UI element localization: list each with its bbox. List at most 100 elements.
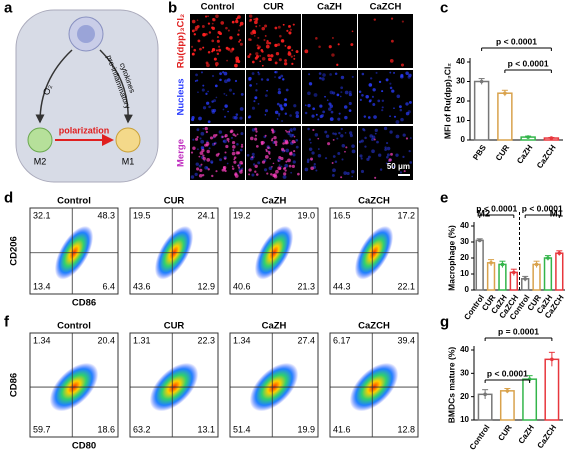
cell-signal bbox=[248, 14, 253, 18]
cell-signal bbox=[367, 155, 371, 159]
cell-signal bbox=[236, 16, 239, 19]
cell-signal bbox=[367, 116, 371, 119]
cell-signal bbox=[365, 94, 369, 99]
cell-signal bbox=[211, 100, 214, 103]
cell-signal bbox=[287, 158, 291, 163]
cell-signal bbox=[191, 52, 195, 56]
cell-signal bbox=[283, 166, 287, 170]
x-tick-label: Control bbox=[468, 423, 492, 451]
cell-signal bbox=[231, 151, 236, 156]
quadrant-value: 32.1 bbox=[33, 210, 51, 220]
cell-signal bbox=[390, 39, 394, 43]
cell-signal bbox=[281, 120, 284, 123]
cell-signal bbox=[338, 131, 341, 135]
cell-signal bbox=[344, 131, 347, 134]
cell-signal bbox=[374, 132, 377, 135]
cell-signal bbox=[378, 80, 382, 84]
cell-signal bbox=[308, 73, 311, 76]
cell-signal bbox=[292, 23, 295, 26]
cell-signal bbox=[348, 109, 352, 112]
cell-signal bbox=[290, 151, 293, 154]
cell-signal bbox=[348, 101, 352, 106]
quadrant-value: 13.4 bbox=[33, 281, 51, 291]
cell-signal bbox=[232, 92, 235, 95]
p-value: p < 0.0001 bbox=[476, 203, 517, 213]
cell-signal bbox=[395, 120, 400, 124]
cell-signal bbox=[386, 153, 390, 157]
cell-signal bbox=[288, 24, 291, 28]
quadrant-value: 19.2 bbox=[233, 210, 251, 220]
cell-signal bbox=[284, 98, 288, 102]
quadrant-value: 6.17 bbox=[333, 335, 351, 345]
cell-signal bbox=[350, 43, 354, 47]
cell-signal bbox=[337, 43, 340, 46]
data-point bbox=[477, 238, 482, 243]
cell-signal bbox=[308, 147, 313, 151]
cell-signal bbox=[202, 154, 205, 157]
cell-signal bbox=[309, 141, 312, 144]
data-point bbox=[526, 135, 530, 139]
cell-signal bbox=[251, 152, 255, 156]
quadrant-value: 44.3 bbox=[333, 281, 351, 291]
cell-signal bbox=[238, 40, 241, 43]
cell-signal bbox=[340, 134, 344, 138]
bar bbox=[497, 92, 513, 141]
cell-signal bbox=[318, 72, 322, 75]
cell-signal bbox=[386, 146, 391, 151]
cell-signal bbox=[289, 28, 292, 31]
cell-signal bbox=[190, 175, 195, 179]
cell-signal bbox=[222, 108, 225, 111]
cell-signal bbox=[250, 136, 254, 141]
cell-signal bbox=[204, 165, 208, 170]
cell-signal bbox=[214, 84, 218, 88]
cell-signal bbox=[227, 140, 230, 143]
cell-signal bbox=[207, 50, 211, 54]
cell-signal bbox=[209, 136, 214, 140]
cell-signal bbox=[271, 130, 275, 134]
y-tick-label: 40 bbox=[456, 57, 465, 66]
data-point bbox=[557, 251, 562, 255]
cell-signal bbox=[196, 79, 199, 82]
cell-signal bbox=[208, 105, 211, 109]
cell-signal bbox=[332, 168, 336, 173]
cell-signal bbox=[198, 164, 202, 168]
cell-signal bbox=[349, 134, 353, 138]
cell-signal bbox=[213, 142, 216, 145]
cell-signal bbox=[236, 142, 239, 146]
cell-signal bbox=[223, 165, 227, 170]
cell-signal bbox=[192, 146, 196, 150]
plot-title: Control bbox=[57, 196, 91, 207]
cell-signal bbox=[288, 130, 291, 133]
cell-signal bbox=[306, 160, 310, 164]
quadrant-value: 63.2 bbox=[133, 424, 151, 434]
y-tick-label: 20 bbox=[460, 392, 469, 401]
cell-signal bbox=[264, 24, 268, 28]
cell-signal bbox=[258, 24, 261, 27]
cell-signal bbox=[204, 15, 208, 18]
cell-signal bbox=[237, 59, 241, 64]
cell-signal bbox=[396, 94, 401, 99]
cell-signal bbox=[264, 34, 267, 37]
cell-signal bbox=[239, 107, 244, 111]
cell-signal bbox=[327, 142, 331, 146]
cell-signal bbox=[274, 61, 278, 65]
cell-signal bbox=[297, 172, 300, 176]
cell-signal bbox=[280, 156, 284, 161]
cell-signal bbox=[351, 149, 356, 154]
y-tick-label: 0 bbox=[461, 135, 466, 144]
cell-signal bbox=[232, 145, 236, 149]
cell-signal bbox=[341, 158, 344, 161]
cell-signal bbox=[195, 73, 198, 77]
cell-signal bbox=[194, 172, 198, 177]
cell-signal bbox=[373, 18, 376, 21]
quadrant-value: 13.1 bbox=[197, 424, 215, 434]
cell-signal bbox=[287, 52, 292, 56]
micrograph bbox=[302, 70, 357, 124]
cell-signal bbox=[317, 118, 320, 121]
cell-signal bbox=[282, 142, 285, 145]
cell-signal bbox=[211, 48, 216, 52]
cell-signal bbox=[359, 154, 363, 158]
cell-signal bbox=[257, 161, 261, 165]
cell-signal bbox=[391, 89, 395, 93]
cell-signal bbox=[196, 136, 199, 139]
